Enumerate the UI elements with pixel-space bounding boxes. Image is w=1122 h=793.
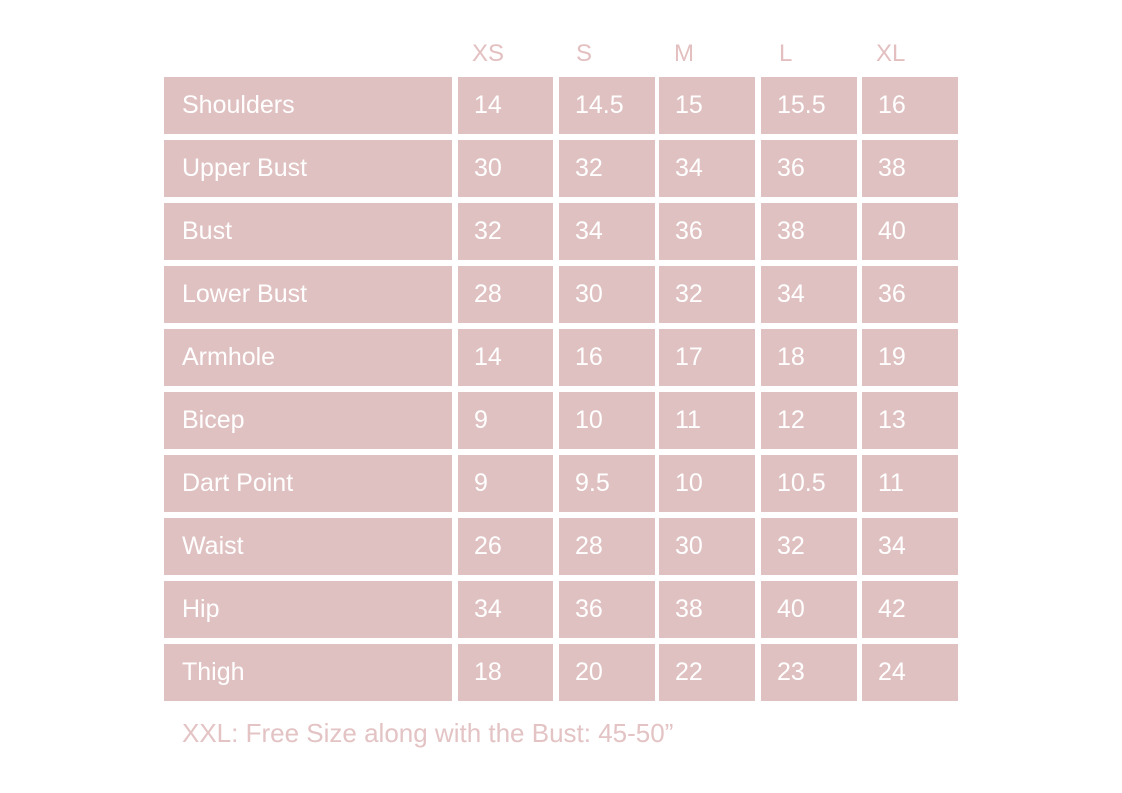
size-value-cell: 32 xyxy=(761,518,857,575)
size-value-cell: 15.5 xyxy=(761,77,857,134)
size-value-cell: 40 xyxy=(761,581,857,638)
size-value-cell: 34 xyxy=(458,581,553,638)
size-header-m: M xyxy=(674,40,694,67)
size-value-cell: 16 xyxy=(862,77,958,134)
size-value-cell: 10.5 xyxy=(761,455,857,512)
size-value-cell: 11 xyxy=(862,455,958,512)
size-value-cell: 32 xyxy=(659,266,755,323)
size-value-cell: 20 xyxy=(559,644,655,701)
row-label: Hip xyxy=(164,581,452,638)
size-value-cell: 36 xyxy=(659,203,755,260)
size-header-xl: XL xyxy=(876,40,906,67)
size-value-cell: 15 xyxy=(659,77,755,134)
size-value-cell: 24 xyxy=(862,644,958,701)
size-value-cell: 38 xyxy=(659,581,755,638)
size-value-cell: 34 xyxy=(862,518,958,575)
size-value-cell: 38 xyxy=(761,203,857,260)
size-value-cell: 30 xyxy=(659,518,755,575)
size-value-cell: 26 xyxy=(458,518,553,575)
size-value-cell: 9 xyxy=(458,455,553,512)
row-label: Upper Bust xyxy=(164,140,452,197)
size-value-cell: 9.5 xyxy=(559,455,655,512)
size-value-cell: 36 xyxy=(862,266,958,323)
size-header-xs: XS xyxy=(472,40,505,67)
row-label: Bicep xyxy=(164,392,452,449)
size-value-cell: 28 xyxy=(559,518,655,575)
size-value-cell: 32 xyxy=(559,140,655,197)
size-value-cell: 30 xyxy=(458,140,553,197)
size-value-cell: 40 xyxy=(862,203,958,260)
size-value-cell: 36 xyxy=(761,140,857,197)
size-value-cell: 14 xyxy=(458,77,553,134)
size-value-cell: 23 xyxy=(761,644,857,701)
size-value-cell: 30 xyxy=(559,266,655,323)
size-value-cell: 13 xyxy=(862,392,958,449)
size-value-cell: 12 xyxy=(761,392,857,449)
row-label: Thigh xyxy=(164,644,452,701)
size-value-cell: 10 xyxy=(659,455,755,512)
size-value-cell: 22 xyxy=(659,644,755,701)
size-value-cell: 34 xyxy=(559,203,655,260)
xxl-note: XXL: Free Size along with the Bust: 45-5… xyxy=(182,718,674,748)
size-value-cell: 16 xyxy=(559,329,655,386)
row-label: Dart Point xyxy=(164,455,452,512)
size-value-cell: 18 xyxy=(458,644,553,701)
size-value-cell: 28 xyxy=(458,266,553,323)
row-label: Bust xyxy=(164,203,452,260)
size-header-l: L xyxy=(779,40,793,67)
size-value-cell: 11 xyxy=(659,392,755,449)
size-value-cell: 19 xyxy=(862,329,958,386)
size-value-cell: 9 xyxy=(458,392,553,449)
size-value-cell: 34 xyxy=(659,140,755,197)
size-value-cell: 10 xyxy=(559,392,655,449)
size-value-cell: 36 xyxy=(559,581,655,638)
row-label: Waist xyxy=(164,518,452,575)
size-value-cell: 14.5 xyxy=(559,77,655,134)
size-value-cell: 34 xyxy=(761,266,857,323)
size-value-cell: 18 xyxy=(761,329,857,386)
size-value-cell: 38 xyxy=(862,140,958,197)
row-label: Shoulders xyxy=(164,77,452,134)
size-header-s: S xyxy=(576,40,593,67)
row-label: Armhole xyxy=(164,329,452,386)
size-value-cell: 17 xyxy=(659,329,755,386)
size-value-cell: 42 xyxy=(862,581,958,638)
size-value-cell: 14 xyxy=(458,329,553,386)
size-value-cell: 32 xyxy=(458,203,553,260)
row-label: Lower Bust xyxy=(164,266,452,323)
